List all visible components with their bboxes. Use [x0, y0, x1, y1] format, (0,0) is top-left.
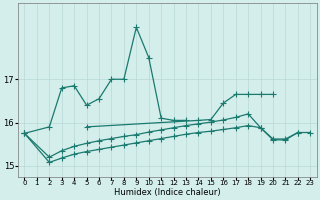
X-axis label: Humidex (Indice chaleur): Humidex (Indice chaleur)	[114, 188, 221, 197]
